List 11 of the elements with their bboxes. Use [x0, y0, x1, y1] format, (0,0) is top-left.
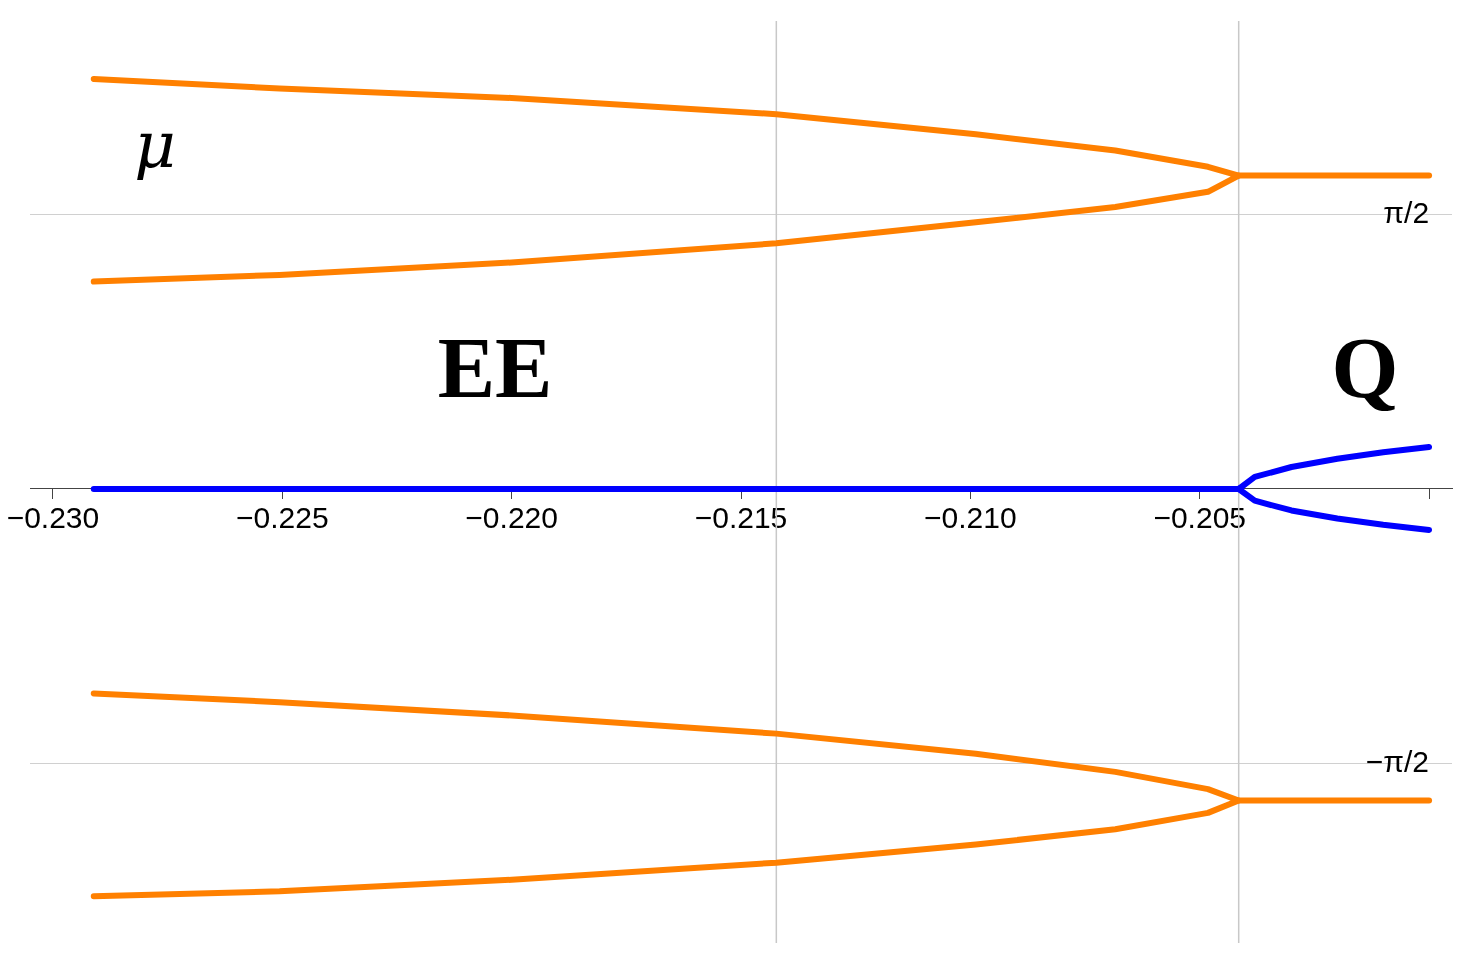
- x-tick-label: −0.220: [465, 501, 558, 535]
- x-tick-label: −0.205: [1153, 501, 1247, 535]
- annotation: EE: [437, 320, 553, 417]
- x-tick-label: −0.230: [6, 501, 100, 535]
- x-tick-label: −0.215: [694, 501, 788, 535]
- x-tick-label: −0.210: [924, 501, 1017, 535]
- annotation: Q: [1331, 320, 1399, 417]
- annotation: μ: [134, 107, 176, 182]
- x-tick-label: −0.225: [235, 501, 329, 535]
- y-tick-label: −π/2: [1365, 744, 1430, 778]
- y-tick-label: π/2: [1383, 195, 1430, 229]
